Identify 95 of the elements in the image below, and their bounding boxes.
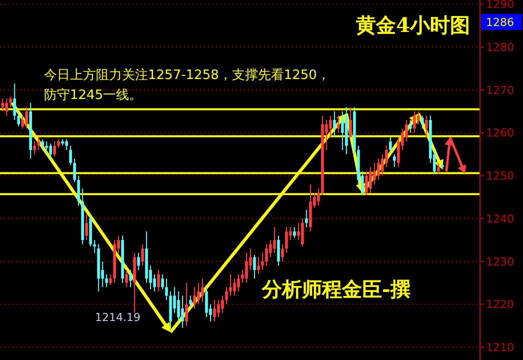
candlestick xyxy=(409,120,412,134)
annotation: 今日上方阻力关注1257-1258，支撑先看1250， xyxy=(44,67,330,83)
candlestick xyxy=(41,138,44,150)
candlestick xyxy=(49,143,52,162)
candlestick xyxy=(201,278,204,303)
y-tick-label: 1270 xyxy=(486,84,514,97)
y-tick-label: 1260 xyxy=(486,126,514,140)
candlestick xyxy=(137,252,140,270)
candlestick xyxy=(221,295,224,314)
candlestick xyxy=(233,278,236,296)
annotation: 防守1245一线。 xyxy=(44,88,142,103)
candlestick xyxy=(229,274,232,296)
candlestick xyxy=(185,282,188,326)
candlestick xyxy=(197,282,200,305)
candlestick xyxy=(25,106,28,130)
candlestick xyxy=(413,110,416,134)
candlestick xyxy=(349,106,352,138)
candlestick xyxy=(33,140,36,155)
candlestick xyxy=(237,274,240,292)
candlestick xyxy=(153,274,156,292)
candlestick xyxy=(257,256,260,275)
candlestick xyxy=(393,154,396,168)
y-tick-label: 1280 xyxy=(486,40,514,54)
candlestick xyxy=(193,286,196,310)
candlestick xyxy=(165,278,168,300)
candlestick xyxy=(365,170,368,196)
candlestick xyxy=(129,270,132,288)
candlestick xyxy=(73,158,76,183)
candlestick xyxy=(373,162,376,185)
candlestick xyxy=(417,110,420,125)
candlestick xyxy=(337,115,340,134)
candlestick xyxy=(437,162,440,174)
candlestick xyxy=(369,166,372,194)
candlestick xyxy=(425,115,428,138)
candlestick xyxy=(217,300,220,318)
candlestick xyxy=(405,120,408,142)
candlestick xyxy=(77,175,80,206)
candlestick xyxy=(13,83,16,120)
candlestick xyxy=(273,226,276,254)
candlestick xyxy=(105,274,108,288)
candlestick xyxy=(225,286,228,305)
candlestick xyxy=(333,110,336,138)
candlestick xyxy=(389,136,392,155)
candlestick xyxy=(93,240,96,254)
candlestick xyxy=(181,295,184,328)
annotation: 分析师程金臣-撰 xyxy=(261,277,410,301)
candlestick xyxy=(285,226,288,254)
y-tick-label: 1220 xyxy=(486,298,514,312)
candlestick xyxy=(301,218,304,247)
candlestick xyxy=(157,270,160,292)
candlestick xyxy=(317,188,320,206)
text: 黄金4小时图 xyxy=(355,13,470,37)
candlestick xyxy=(53,140,56,157)
candlestick xyxy=(253,254,256,280)
text: 1286 xyxy=(486,16,514,29)
candlestick xyxy=(421,115,424,130)
y-tick-label: 1210 xyxy=(486,340,514,354)
y-tick-label: 1250 xyxy=(486,170,514,183)
candlestick xyxy=(177,290,180,322)
candlestick xyxy=(1,98,4,112)
candlestick xyxy=(65,138,68,150)
y-tick-label: 1240 xyxy=(486,212,514,226)
candlestick xyxy=(125,270,128,288)
candlestick xyxy=(189,295,192,310)
candlestick xyxy=(329,115,332,138)
candlestick xyxy=(205,286,208,318)
candlestick xyxy=(385,145,388,168)
candlestick xyxy=(397,136,400,168)
candlestick xyxy=(305,210,308,228)
candlestick xyxy=(265,244,268,266)
candlestick xyxy=(341,110,344,150)
candlestick xyxy=(37,136,40,150)
candlestick xyxy=(17,110,20,127)
candlestick xyxy=(5,98,8,116)
candlestick xyxy=(69,145,72,166)
candlestick xyxy=(213,300,216,322)
candlestick xyxy=(269,240,272,258)
candlestick xyxy=(161,274,164,290)
candlestick xyxy=(9,96,12,108)
y-tick-label: 1230 xyxy=(486,255,514,268)
candlestick xyxy=(281,244,284,262)
annotation: 1214.19 xyxy=(95,311,141,324)
candlestick xyxy=(377,158,380,180)
candlestick xyxy=(85,214,88,240)
candlestick xyxy=(45,140,48,155)
candlestick xyxy=(293,226,296,238)
candlestick xyxy=(261,252,264,270)
candlestick xyxy=(297,222,300,240)
candlestick xyxy=(245,252,248,284)
candlestick xyxy=(277,235,280,266)
candlestick xyxy=(21,115,24,130)
candlestick xyxy=(381,154,384,176)
candlestick xyxy=(141,244,144,266)
y-tick-label: 1290 xyxy=(486,0,514,12)
candlestick xyxy=(109,274,112,286)
